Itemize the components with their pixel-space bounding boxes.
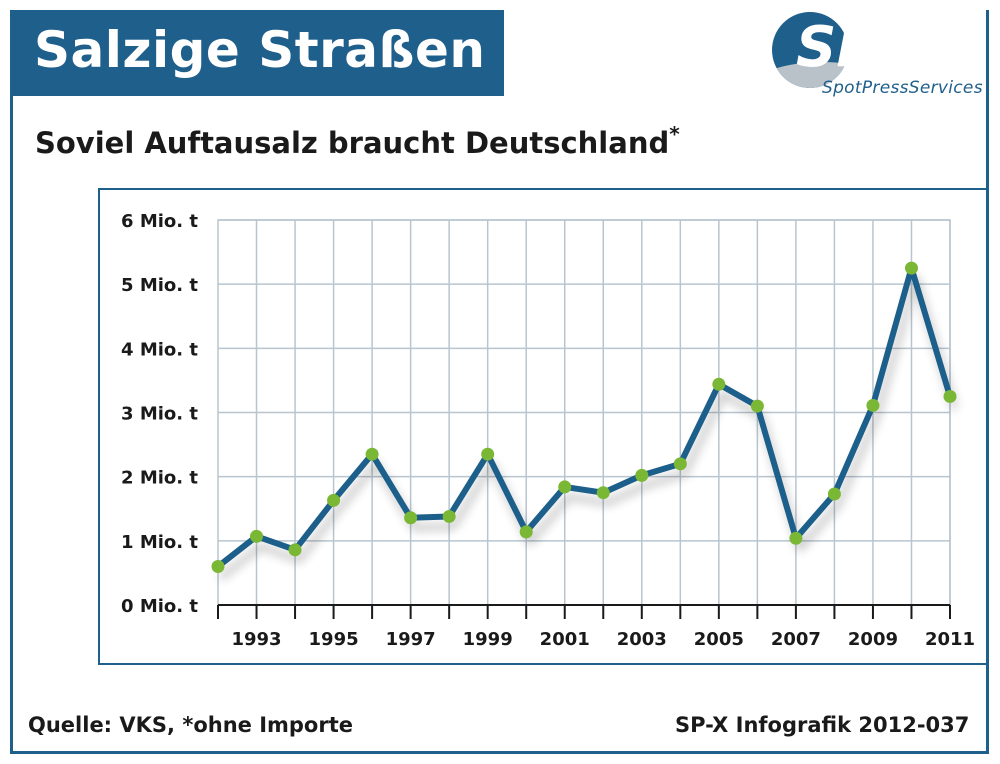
data-point — [481, 447, 495, 461]
x-tick-label: 2003 — [617, 629, 667, 650]
data-point — [827, 487, 841, 501]
logo-name: SpotPressServices — [822, 78, 983, 98]
infographic-credit: SP-X Infografik 2012-037 — [675, 713, 970, 737]
sps-logo: SPS — [772, 12, 918, 88]
x-tick-label: 2011 — [925, 629, 975, 650]
y-tick-label: 4 Mio. t — [121, 339, 198, 360]
y-tick-label: 0 Mio. t — [121, 596, 198, 617]
data-point — [442, 509, 456, 523]
x-tick-label: 1993 — [231, 629, 281, 650]
logo-wordmark: SPS — [796, 15, 918, 80]
chart-subtitle: Soviel Auftausalz braucht Deutschland* — [35, 122, 680, 160]
grid — [218, 219, 951, 606]
data-point — [750, 399, 764, 413]
y-tick-label: 6 Mio. t — [121, 211, 198, 232]
tick-labels: 0 Mio. t 1 Mio. t 2 Mio. t 3 Mio. t 4 Mio. t… — [121, 211, 975, 650]
y-tick-label: 1 Mio. t — [121, 532, 198, 553]
series-line — [215, 265, 953, 570]
headline: Salzige Straßen — [10, 10, 504, 96]
data-point — [943, 389, 957, 403]
subtitle-text: Soviel Auftausalz braucht Deutschland — [35, 126, 670, 160]
x-tick-label: 2005 — [694, 629, 744, 650]
subtitle-footnote-mark: * — [669, 122, 680, 146]
data-point — [519, 525, 533, 539]
data-point — [596, 486, 610, 500]
x-tick-label: 1997 — [386, 629, 436, 650]
axes — [217, 219, 951, 619]
data-point — [250, 529, 264, 543]
x-tick-label: 2009 — [848, 629, 898, 650]
series — [211, 261, 957, 573]
data-point — [904, 261, 918, 275]
data-point — [365, 447, 379, 461]
y-tick-label: 5 Mio. t — [121, 275, 198, 296]
x-tick-label: 1995 — [309, 629, 359, 650]
data-point — [288, 543, 302, 557]
data-point — [866, 398, 880, 412]
data-point — [404, 511, 418, 525]
x-tick-label: 2007 — [771, 629, 821, 650]
data-point — [211, 560, 225, 573]
data-point — [712, 377, 726, 391]
source-note: Quelle: VKS, *ohne Importe — [28, 713, 353, 737]
data-point — [558, 480, 572, 494]
data-point — [327, 493, 341, 507]
data-point — [673, 457, 687, 471]
data-point — [789, 531, 803, 545]
y-tick-label: 3 Mio. t — [121, 404, 198, 425]
x-tick-label: 1999 — [463, 629, 513, 650]
x-tick-label: 2001 — [540, 629, 590, 650]
y-tick-label: 2 Mio. t — [121, 468, 198, 489]
data-point — [635, 468, 649, 482]
